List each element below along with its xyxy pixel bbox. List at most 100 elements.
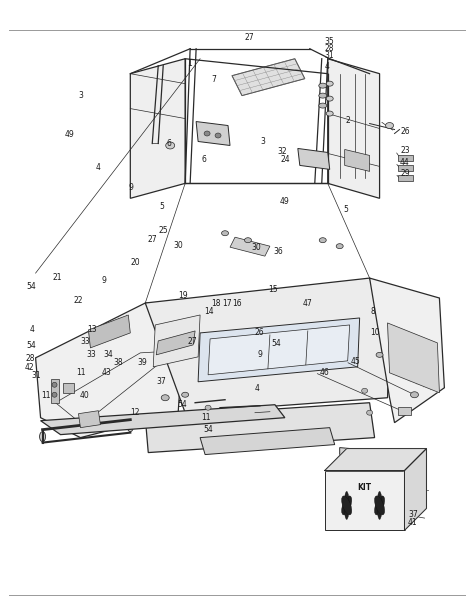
Text: 46: 46 bbox=[319, 368, 329, 377]
Bar bbox=[63, 383, 74, 393]
Ellipse shape bbox=[336, 244, 343, 249]
Polygon shape bbox=[388, 323, 439, 393]
Text: 30: 30 bbox=[251, 243, 261, 252]
Text: 1: 1 bbox=[187, 59, 192, 68]
Text: 29: 29 bbox=[400, 169, 410, 178]
Bar bbox=[325, 471, 404, 530]
Text: 22: 22 bbox=[74, 296, 83, 305]
Text: 34: 34 bbox=[104, 349, 113, 359]
Text: 24: 24 bbox=[281, 155, 291, 164]
Text: 20: 20 bbox=[130, 258, 140, 267]
Text: 2: 2 bbox=[346, 116, 350, 125]
Ellipse shape bbox=[326, 81, 333, 86]
Text: KIT: KIT bbox=[357, 483, 372, 492]
Text: 6: 6 bbox=[166, 139, 171, 148]
Polygon shape bbox=[340, 447, 394, 465]
Text: 49: 49 bbox=[64, 129, 74, 139]
Ellipse shape bbox=[245, 238, 252, 243]
Text: 11: 11 bbox=[41, 391, 50, 400]
Ellipse shape bbox=[52, 383, 57, 387]
Text: 54: 54 bbox=[27, 282, 36, 291]
Text: 23: 23 bbox=[400, 146, 410, 155]
Ellipse shape bbox=[182, 392, 189, 397]
Bar bbox=[398, 406, 411, 414]
Text: 54: 54 bbox=[27, 341, 36, 350]
Text: 42: 42 bbox=[25, 363, 35, 372]
Text: 43: 43 bbox=[101, 368, 111, 377]
Text: 31: 31 bbox=[31, 371, 41, 380]
Polygon shape bbox=[325, 449, 427, 471]
Text: 3: 3 bbox=[261, 137, 265, 146]
Text: 30: 30 bbox=[173, 241, 183, 250]
Ellipse shape bbox=[410, 392, 419, 398]
Ellipse shape bbox=[342, 496, 352, 515]
Polygon shape bbox=[370, 278, 445, 422]
Text: 4: 4 bbox=[255, 384, 260, 393]
Polygon shape bbox=[89, 315, 130, 348]
Text: 14: 14 bbox=[204, 307, 213, 316]
Bar bbox=[398, 166, 413, 172]
Ellipse shape bbox=[215, 133, 221, 138]
Ellipse shape bbox=[166, 142, 175, 149]
Polygon shape bbox=[156, 331, 195, 355]
Text: 3: 3 bbox=[79, 91, 83, 100]
Text: 10: 10 bbox=[370, 328, 380, 337]
Text: 9: 9 bbox=[101, 276, 106, 285]
Text: 37: 37 bbox=[156, 376, 166, 386]
Text: 36: 36 bbox=[274, 247, 283, 256]
Text: 49: 49 bbox=[279, 197, 289, 206]
Polygon shape bbox=[298, 148, 330, 169]
Text: 13: 13 bbox=[87, 326, 97, 334]
Ellipse shape bbox=[319, 103, 327, 108]
Polygon shape bbox=[404, 449, 427, 530]
Text: 6: 6 bbox=[201, 155, 206, 164]
Text: 47: 47 bbox=[302, 299, 312, 308]
Bar bbox=[51, 379, 58, 403]
Text: 44: 44 bbox=[400, 158, 410, 167]
Text: 31: 31 bbox=[324, 51, 334, 61]
Polygon shape bbox=[41, 405, 285, 435]
Polygon shape bbox=[198, 318, 360, 382]
Text: 28: 28 bbox=[324, 44, 334, 53]
Ellipse shape bbox=[377, 492, 382, 519]
Text: 11: 11 bbox=[76, 368, 86, 377]
Ellipse shape bbox=[128, 422, 133, 432]
Ellipse shape bbox=[362, 388, 368, 394]
Text: 25: 25 bbox=[159, 226, 168, 235]
Text: 40: 40 bbox=[80, 391, 90, 400]
Ellipse shape bbox=[374, 496, 384, 515]
Text: 39: 39 bbox=[137, 358, 147, 367]
Text: 26: 26 bbox=[400, 127, 410, 136]
Bar bbox=[398, 156, 413, 161]
Text: 4: 4 bbox=[95, 163, 100, 172]
Text: 33: 33 bbox=[80, 337, 90, 346]
Polygon shape bbox=[208, 325, 350, 375]
Polygon shape bbox=[36, 303, 185, 438]
Polygon shape bbox=[230, 237, 270, 256]
Text: 54: 54 bbox=[204, 425, 213, 435]
Text: 27: 27 bbox=[244, 33, 254, 42]
Text: 54: 54 bbox=[271, 338, 281, 348]
Ellipse shape bbox=[385, 123, 393, 129]
Text: 16: 16 bbox=[232, 299, 242, 308]
Text: 38: 38 bbox=[113, 358, 123, 367]
Text: 17: 17 bbox=[222, 299, 231, 308]
Ellipse shape bbox=[374, 496, 384, 515]
Ellipse shape bbox=[319, 83, 327, 88]
Ellipse shape bbox=[205, 405, 211, 410]
Bar bbox=[398, 175, 413, 181]
Polygon shape bbox=[196, 121, 230, 145]
Polygon shape bbox=[145, 403, 374, 452]
Text: 5: 5 bbox=[159, 202, 164, 211]
Polygon shape bbox=[328, 59, 380, 199]
Text: 26: 26 bbox=[255, 328, 264, 337]
Text: 9: 9 bbox=[257, 349, 262, 359]
Text: 15: 15 bbox=[268, 285, 277, 294]
Ellipse shape bbox=[319, 238, 326, 243]
Text: 21: 21 bbox=[53, 273, 62, 281]
Text: 7: 7 bbox=[211, 75, 216, 83]
Ellipse shape bbox=[366, 410, 373, 415]
Ellipse shape bbox=[161, 395, 169, 401]
Polygon shape bbox=[232, 59, 305, 96]
Ellipse shape bbox=[344, 492, 349, 519]
